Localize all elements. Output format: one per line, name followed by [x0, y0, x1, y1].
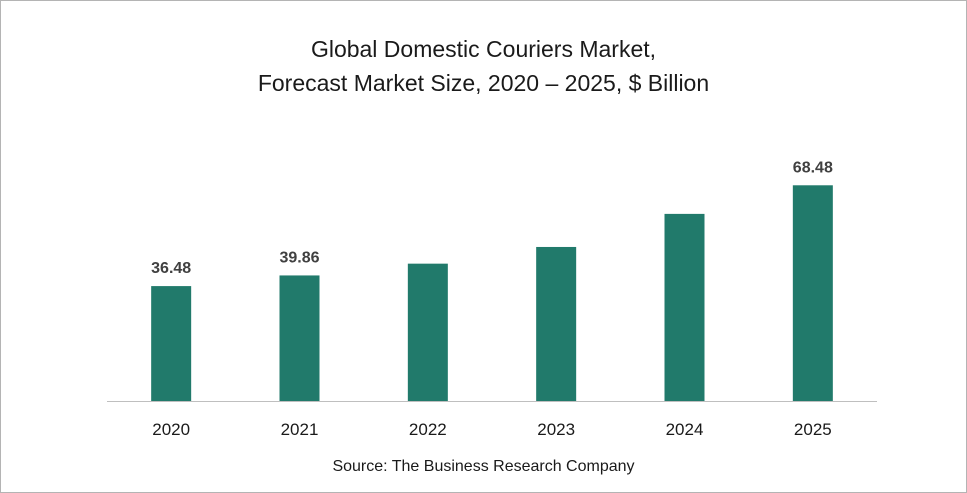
data-label-2025: 68.48	[793, 159, 833, 176]
chart-title-block: Global Domestic Couriers Market, Forecas…	[0, 32, 967, 100]
chart-title: Global Domestic Couriers Market,	[310, 36, 657, 62]
bar-2024	[664, 213, 705, 401]
x-tick-label-2024: 2024	[666, 420, 704, 439]
bar-2021	[279, 275, 320, 401]
x-tick-label-2022: 2022	[409, 420, 447, 439]
x-tick-label-2021: 2021	[281, 420, 319, 439]
bar-2020	[151, 286, 192, 401]
x-tick-label-2023: 2023	[537, 420, 575, 439]
bar-2022	[407, 263, 448, 401]
data-label-2020: 36.48	[151, 260, 191, 277]
x-tick-label-2025: 2025	[794, 420, 832, 439]
source-note: Source: The Business Research Company	[332, 458, 635, 475]
bar-2025	[792, 185, 833, 401]
bar-2023	[536, 246, 577, 401]
data-label-2021: 39.86	[279, 249, 319, 266]
x-tick-label-2020: 2020	[152, 420, 190, 439]
chart-subtitle: Forecast Market Size, 2020 – 2025, $ Bil…	[257, 70, 710, 96]
